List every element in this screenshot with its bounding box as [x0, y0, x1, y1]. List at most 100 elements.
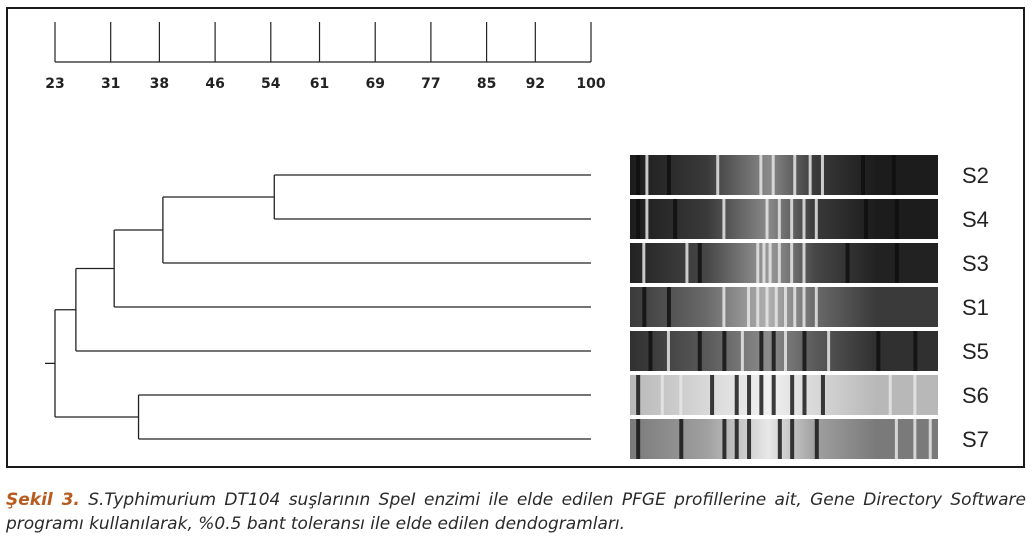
lane-label: S5: [962, 339, 989, 364]
pfge-band-dark: [666, 287, 671, 327]
pfge-band-bright: [747, 287, 751, 327]
caption-label: Şekil 3.: [6, 490, 80, 510]
pfge-band-bright: [808, 155, 812, 195]
pfge-band-bright: [740, 331, 744, 371]
pfge-band-dark: [802, 375, 807, 415]
lane-label: S3: [962, 251, 989, 276]
pfge-band-dark: [777, 419, 782, 459]
pfge-band-bright: [642, 243, 646, 283]
pfge-band-dark: [734, 375, 739, 415]
pfge-band-bright: [765, 199, 769, 239]
pfge-band-dark: [747, 375, 752, 415]
pfge-band-bright: [774, 287, 778, 327]
pfge-band-dark: [913, 331, 918, 371]
pfge-band-bright: [888, 375, 892, 415]
pfge-band-dark: [820, 375, 825, 415]
pfge-band-bright: [894, 419, 898, 459]
pfge-band-bright: [768, 243, 772, 283]
pfge-band-dark: [710, 375, 715, 415]
pfge-lane: [630, 199, 938, 239]
pfge-band-bright: [756, 287, 760, 327]
pfge-band-bright: [802, 287, 806, 327]
pfge-band-bright: [762, 243, 766, 283]
dendrogram-tree: [45, 174, 591, 440]
pfge-band-dark: [648, 331, 653, 371]
scale-tick-label: 31: [101, 76, 120, 92]
pfge-band-bright: [784, 287, 787, 327]
similarity-scale: 23 31 38 46 54 61 69 77 85 92 100: [45, 22, 606, 92]
pfge-band-dark: [636, 375, 641, 415]
pfge-band-bright: [765, 287, 769, 327]
pfge-band-dark: [636, 155, 641, 195]
pfge-band-dark: [636, 419, 641, 459]
pfge-band-bright: [685, 243, 689, 283]
pfge-band-bright: [827, 331, 831, 371]
pfge-band-dark: [747, 419, 752, 459]
pfge-band-bright: [660, 375, 664, 415]
pfge-band-dark: [673, 199, 678, 239]
caption-text: S.Typhimurium DT104 suşlarının SpeI enzi…: [6, 490, 1026, 534]
pfge-band-bright: [666, 331, 670, 371]
lane-labels: S2 S4 S3 S1 S5 S6 S7: [962, 163, 989, 452]
pfge-band-dark: [894, 243, 899, 283]
scale-tick-label: 77: [421, 76, 440, 92]
pfge-band-dark: [814, 419, 819, 459]
pfge-lane: [630, 419, 938, 459]
pfge-band-bright: [771, 155, 775, 195]
pfge-band-dark: [790, 375, 795, 415]
pfge-band-dark: [679, 419, 684, 459]
pfge-band-dark: [636, 199, 641, 239]
pfge-band-bright: [716, 155, 720, 195]
scale-tick-label: 92: [526, 76, 545, 92]
pfge-band-dark: [722, 419, 727, 459]
lane-label: S2: [962, 163, 989, 188]
pfge-band-dark: [802, 331, 807, 371]
pfge-band-dark: [697, 331, 702, 371]
pfge-lane: [630, 375, 938, 415]
pfge-band-bright: [913, 375, 917, 415]
lane-label: S4: [962, 207, 989, 232]
scale-tick-label: 100: [576, 76, 605, 92]
dendrogram-figure: 23 31 38 46 54 61 69 77 85 92 100 S2 S4 S3 S1 S5 S6 S7: [45, 22, 989, 459]
pfge-band-dark: [771, 375, 776, 415]
lane-label: S6: [962, 383, 989, 408]
figure-caption: Şekil 3. S.Typhimurium DT104 suşlarının …: [6, 488, 1026, 536]
pfge-lane: [630, 243, 938, 283]
pfge-band-bright: [645, 199, 649, 239]
pfge-band-bright: [722, 287, 726, 327]
pfge-band-dark: [666, 155, 671, 195]
scale-tick-label: 61: [310, 76, 329, 92]
pfge-band-bright: [759, 155, 763, 195]
pfge-band-dark: [722, 331, 727, 371]
scale-tick-label: 38: [150, 76, 169, 92]
pfge-band-bright: [777, 243, 781, 283]
lane-label: S7: [962, 427, 989, 452]
pfge-band-dark: [894, 199, 899, 239]
pfge-band-bright: [679, 375, 683, 415]
pfge-band-bright: [722, 199, 726, 239]
pfge-lane: [630, 155, 938, 195]
pfge-band-bright: [784, 331, 787, 371]
pfge-band-bright: [793, 287, 797, 327]
pfge-band-bright: [820, 155, 824, 195]
pfge-band-dark: [734, 419, 739, 459]
pfge-band-dark: [845, 243, 850, 283]
pfge-band-bright: [913, 419, 917, 459]
pfge-band-bright: [793, 155, 797, 195]
pfge-band-dark: [759, 375, 764, 415]
pfge-band-dark: [864, 199, 869, 239]
pfge-band-bright: [777, 199, 781, 239]
pfge-band-dark: [891, 155, 896, 195]
pfge-band-bright: [790, 243, 794, 283]
pfge-band-dark: [861, 155, 865, 195]
pfge-band-dark: [759, 331, 764, 371]
scale-tick-label: 85: [477, 76, 496, 92]
pfge-band-bright: [814, 287, 818, 327]
pfge-band-dark: [642, 287, 647, 327]
scale-tick-label: 54: [261, 76, 281, 92]
scale-tick-label: 69: [365, 76, 384, 92]
pfge-band-dark: [790, 419, 795, 459]
scale-tick-label: 23: [45, 76, 64, 92]
pfge-band-bright: [928, 419, 932, 459]
pfge-band-bright: [790, 199, 794, 239]
